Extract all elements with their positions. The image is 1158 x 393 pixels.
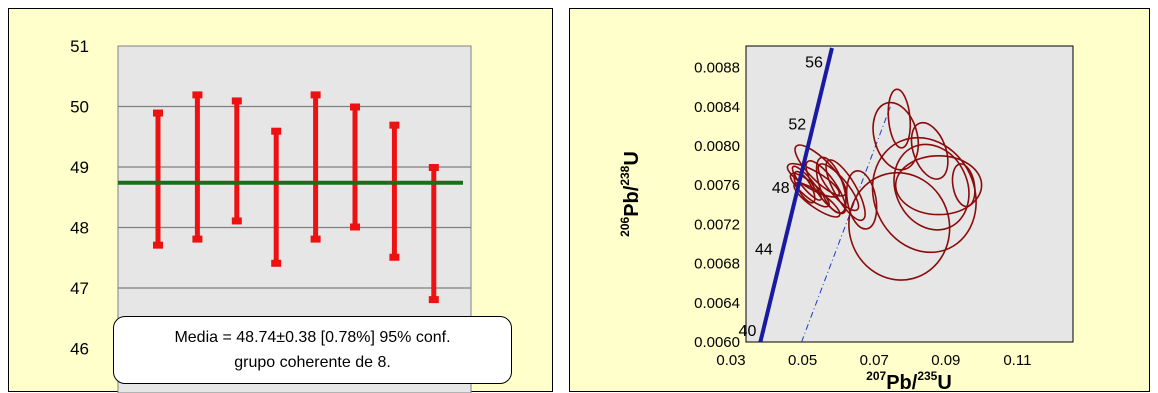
- error-ellipse: [872, 101, 920, 171]
- concordia-curve: [758, 47, 834, 342]
- error-ellipse: [815, 156, 847, 214]
- error-ellipse: [887, 88, 912, 149]
- error-bar-cap-top: [231, 97, 242, 105]
- x-label-sup2: 235: [917, 369, 937, 383]
- error-ellipse: [825, 159, 866, 222]
- concordia-age-label: 44: [755, 242, 773, 259]
- weighted-mean-panel: 46 47 48 49 50 51 Media = 48.74±0.38 [0.78%] …: [8, 8, 553, 393]
- error-bar-cap-top: [350, 103, 360, 111]
- error-ellipses: [786, 88, 983, 281]
- error-ellipse: [805, 160, 847, 215]
- y-tick-label: 0.0084: [694, 99, 740, 116]
- x-tick-labels: 0.03 0.05 0.07 0.09 0.11: [716, 352, 1031, 369]
- concordia-age-label: 48: [772, 180, 790, 197]
- error-bar: [271, 127, 282, 267]
- y-tick-labels: 0.0060 0.0064 0.0068 0.0072 0.0076 0.0080 0.00…: [694, 60, 740, 351]
- y-label-sup1: 206: [618, 216, 632, 236]
- error-ellipse: [845, 170, 878, 230]
- concordia-age-label: 52: [788, 116, 806, 133]
- concordia-chart: 0.0060 0.0064 0.0068 0.0072 0.0076 0.0080 0.00…: [618, 45, 1074, 393]
- error-bar: [389, 121, 400, 261]
- y-tick-label: 0.0072: [694, 216, 740, 233]
- y-axis-label: 206Pb/238U: [618, 151, 643, 237]
- x-label-base2: U: [937, 372, 951, 393]
- x-tick-label: 0.07: [860, 352, 889, 369]
- result-line-1: Media = 48.74±0.38 [0.78%] 95% conf.: [174, 329, 451, 346]
- error-bar: [231, 97, 242, 225]
- error-bar: [350, 103, 360, 231]
- error-ellipse: [817, 163, 860, 212]
- error-bar: [310, 91, 321, 243]
- error-bar-cap-bottom: [350, 223, 360, 231]
- y-tick-label: 46: [70, 340, 89, 359]
- y-tick-label: 47: [70, 279, 89, 298]
- y-label-base1: Pb/: [621, 185, 643, 217]
- error-bar-cap-top: [310, 91, 321, 99]
- x-tick-label: 0.03: [716, 352, 745, 369]
- error-bar-cap-top: [153, 109, 163, 117]
- error-bar-cap-bottom: [271, 259, 282, 267]
- error-bar: [192, 91, 203, 243]
- y-tick-label: 50: [70, 98, 89, 117]
- x-label-base1: Pb/: [886, 372, 918, 393]
- y-label-base2: U: [621, 151, 643, 165]
- error-bar-cap-bottom: [153, 241, 163, 249]
- error-bar: [428, 164, 439, 304]
- error-ellipse: [894, 155, 983, 216]
- y-tick-label: 0.0088: [694, 60, 740, 77]
- x-tick-label: 0.11: [1003, 352, 1031, 369]
- error-bars: [153, 91, 439, 304]
- y-tick-label: 48: [70, 219, 89, 238]
- y-label-sup2: 238: [618, 165, 632, 185]
- concordia-age-labels: 40 44 48 52 56: [739, 55, 823, 341]
- error-ellipse: [871, 136, 977, 254]
- x-label-sup1: 207: [866, 369, 886, 383]
- x-tick-label: 0.05: [788, 352, 817, 369]
- error-bar-cap-bottom: [192, 235, 203, 243]
- x-tick-label: 0.09: [931, 352, 960, 369]
- concordia-age-label: 40: [739, 323, 757, 340]
- error-ellipse: [951, 163, 976, 208]
- concordia-panel: 0.0060 0.0064 0.0068 0.0072 0.0076 0.0080 0.00…: [569, 8, 1150, 393]
- error-bar-cap-top: [428, 164, 439, 171]
- result-line-2: grupo coherente de 8.: [234, 354, 391, 371]
- x-axis-label: 207Pb/235U: [866, 369, 952, 393]
- error-bar-cap-bottom: [231, 217, 242, 225]
- result-box: Media = 48.74±0.38 [0.78%] 95% conf. gru…: [113, 316, 512, 384]
- y-tick-label: 49: [70, 158, 89, 177]
- error-bar: [153, 109, 163, 249]
- error-bar-cap-top: [271, 127, 282, 135]
- error-bar-cap-bottom: [389, 253, 400, 261]
- y-tick-label: 0.0076: [694, 177, 740, 194]
- error-ellipse: [791, 165, 823, 201]
- y-tick-label: 0.0060: [694, 334, 740, 351]
- error-bar-cap-top: [192, 91, 203, 99]
- y-tick-label: 0.0068: [694, 256, 740, 273]
- error-bar-cap-bottom: [428, 296, 439, 304]
- y-tick-label: 51: [70, 37, 89, 56]
- error-bar-cap-top: [389, 121, 400, 129]
- concordia-age-label: 56: [805, 55, 823, 72]
- y-tick-labels: 46 47 48 49 50 51: [70, 37, 89, 359]
- y-tick-label: 0.0064: [694, 295, 740, 312]
- y-tick-label: 0.0080: [694, 138, 740, 155]
- error-bar-cap-bottom: [310, 235, 321, 243]
